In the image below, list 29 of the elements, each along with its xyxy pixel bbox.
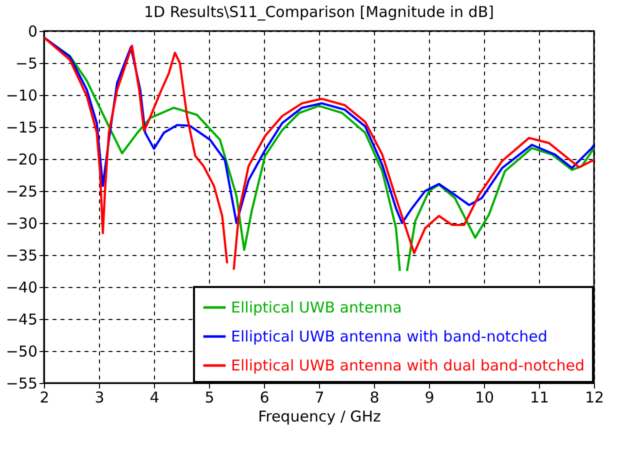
x-tick-label: 2 [40,388,50,406]
y-tick-label: −30 [6,214,38,232]
y-tick-label: −55 [6,374,38,392]
x-tick-label: 7 [314,388,324,406]
x-tick-label: 4 [150,388,160,406]
line-series [44,36,594,224]
x-tick-label: 6 [260,388,270,406]
x-axis-title: Frequency / GHz [258,408,382,426]
y-tick-label: −50 [6,342,38,360]
x-tick-label: 12 [584,388,604,406]
legend-label: Elliptical UWB antenna with band-notched [231,328,548,346]
y-tick-label: −40 [6,278,38,296]
y-tick-label: 0 [28,22,38,40]
x-tick-label: 11 [530,388,550,406]
chart-title: 1D Results\S11_Comparison [Magnitude in dB] [144,3,494,21]
x-tick-label: 5 [204,388,214,406]
y-tick-label: −20 [6,150,38,168]
y-tick-label: −10 [6,86,38,104]
y-tick-label: −45 [6,310,38,328]
y-tick-label: −25 [6,182,38,200]
y-tick-label: −5 [15,54,38,72]
x-tick-label: 8 [370,388,380,406]
x-tick-label: 10 [474,388,494,406]
x-tick-label: 3 [94,388,104,406]
y-tick-label: −35 [6,246,38,264]
x-tick-label: 9 [424,388,434,406]
legend-label: Elliptical UWB antenna with dual band-notched [231,356,585,374]
y-tick-label: −15 [6,118,38,136]
legend-label: Elliptical UWB antenna [231,298,402,316]
